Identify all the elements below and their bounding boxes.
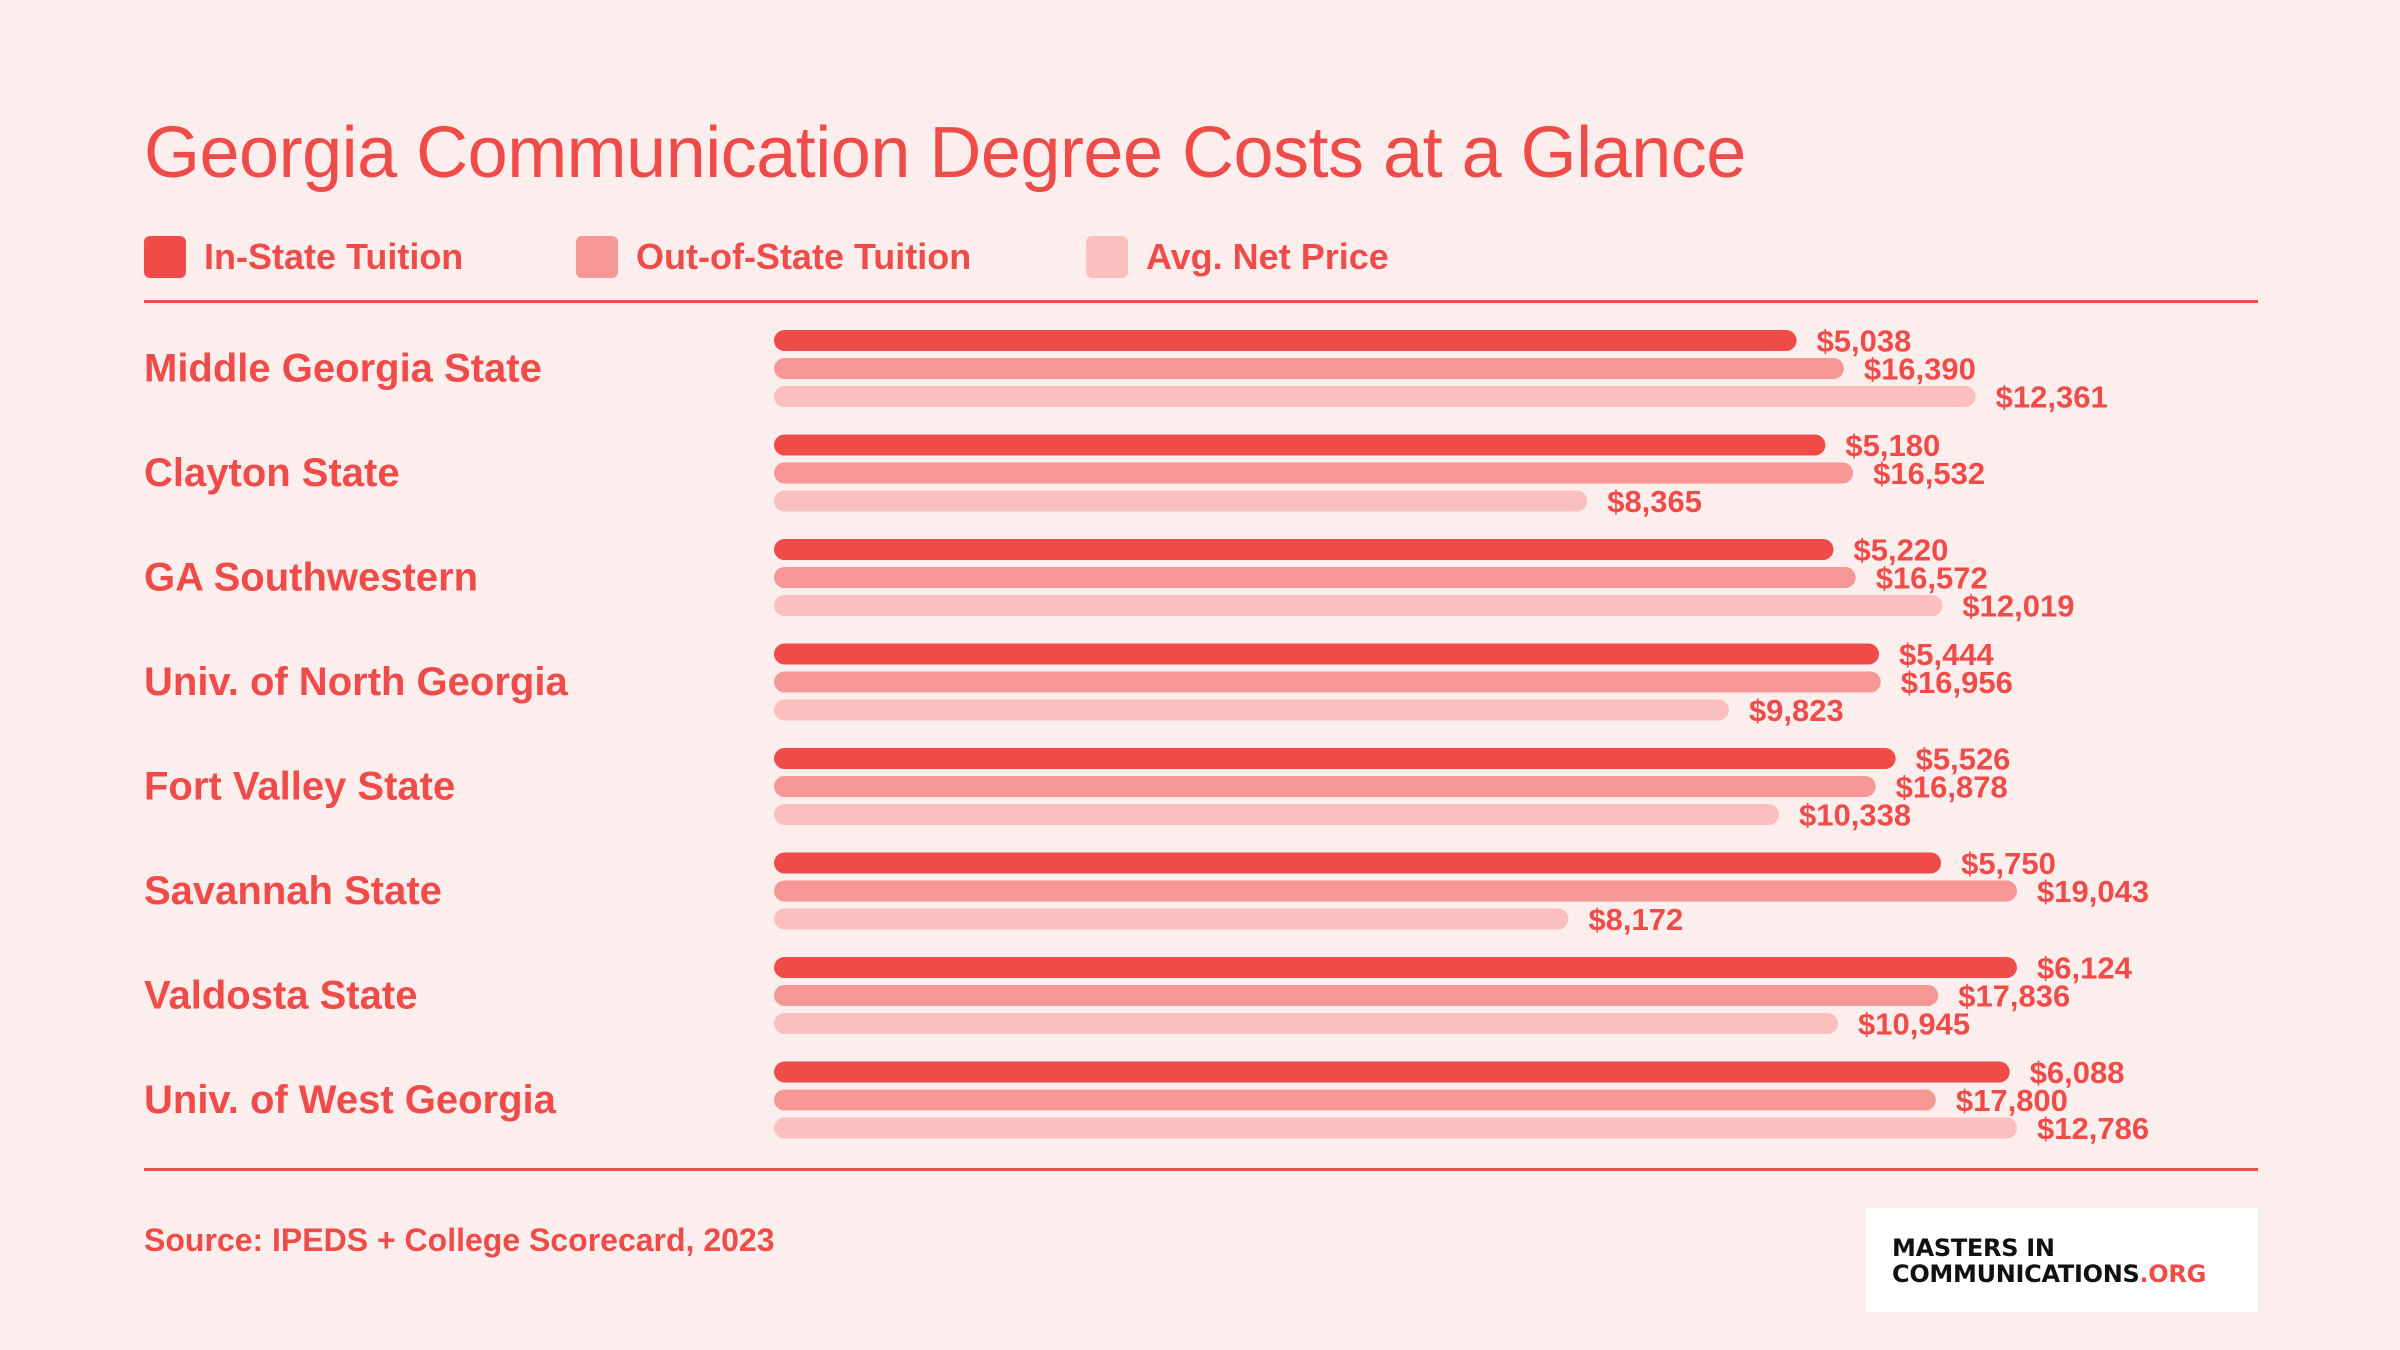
legend-label-out-of-state: Out-of-State Tuition — [636, 236, 972, 277]
data-label-avg-net-price: $8,365 — [1607, 484, 1702, 519]
bar-avg-net-price — [774, 804, 1780, 825]
bar-out-of-state-tuition — [774, 1089, 1936, 1111]
data-label-avg-net-price: $12,786 — [2037, 1111, 2149, 1146]
bar-in-state-tuition — [774, 957, 2017, 978]
bar-group-valdosta-state: Valdosta State $6,124$17,836$10,945 — [144, 951, 2133, 1042]
category-label: GA Southwestern — [144, 556, 478, 600]
category-label: Univ. of West Georgia — [144, 1078, 557, 1122]
category-label: Clayton State — [144, 451, 400, 495]
data-label-out-of-state-tuition: $17,800 — [1956, 1083, 2068, 1118]
bar-out-of-state-tuition — [774, 776, 1876, 797]
legend-label-net-price: Avg. Net Price — [1146, 236, 1389, 277]
bar-in-state-tuition — [774, 852, 1942, 874]
chart-title: Georgia Communication Degree Costs at a … — [144, 113, 1746, 193]
legend-item-net-price: Avg. Net Price — [1086, 236, 1389, 278]
bar-out-of-state-tuition — [774, 462, 1854, 484]
bar-avg-net-price — [774, 595, 1943, 616]
bar-avg-net-price — [774, 386, 1976, 407]
bar-out-of-state-tuition — [774, 880, 2017, 902]
bar-in-state-tuition — [774, 434, 1826, 456]
data-label-out-of-state-tuition: $19,043 — [2037, 874, 2149, 909]
data-label-in-state-tuition: $5,220 — [1854, 533, 1949, 568]
bar-group-middle-georgia-state: Middle Georgia State $5,038$16,390 $12,361 — [144, 324, 2108, 415]
bar-in-state-tuition — [774, 643, 1879, 665]
bar-out-of-state-tuition — [774, 567, 1856, 588]
bottom-divider — [144, 1168, 2258, 1171]
legend: In-State Tuition Out-of-State Tuition Av… — [144, 236, 1444, 286]
logo-line-1: MASTERS IN — [1892, 1234, 2055, 1262]
data-label-in-state-tuition: $5,526 — [1916, 742, 2011, 777]
bar-avg-net-price — [774, 490, 1588, 512]
data-label-avg-net-price: $12,361 — [1996, 380, 2108, 415]
data-label-out-of-state-tuition: $16,572 — [1876, 561, 1988, 596]
legend-swatch-in-state — [144, 236, 186, 278]
top-divider — [144, 300, 2258, 303]
bar-group-univ-of-north-georgia: Univ. of North Georgia $5,444$16,956 $9,82… — [144, 637, 2013, 728]
data-label-in-state-tuition: $5,038 — [1817, 324, 1912, 359]
category-label: Middle Georgia State — [144, 347, 542, 391]
bar-avg-net-price — [774, 1117, 2017, 1139]
bar-group-fort-valley-state: Fort Valley State $5,526$16,878$10,338 — [144, 742, 2010, 833]
bar-group-clayton-state: Clayton State $5,180$16,532 $8,365 — [144, 428, 1985, 519]
category-label: Savannah State — [144, 869, 442, 913]
bar-in-state-tuition — [774, 330, 1797, 351]
data-label-avg-net-price: $12,019 — [1962, 589, 2074, 624]
brand-logo: MASTERS IN COMMUNICATIONS.ORG — [1866, 1208, 2258, 1312]
data-label-in-state-tuition: $5,444 — [1899, 637, 1995, 672]
data-label-in-state-tuition: $5,750 — [1961, 846, 2056, 881]
data-label-avg-net-price: $8,172 — [1588, 902, 1683, 937]
data-label-in-state-tuition: $6,124 — [2037, 951, 2133, 986]
bar-out-of-state-tuition — [774, 358, 1844, 379]
data-label-out-of-state-tuition: $16,390 — [1864, 352, 1976, 387]
category-label: Valdosta State — [144, 974, 417, 1018]
legend-label-in-state: In-State Tuition — [204, 236, 464, 277]
bar-in-state-tuition — [774, 1061, 2010, 1083]
source-note: Source: IPEDS + College Scorecard, 2023 — [144, 1222, 775, 1258]
bar-group-ga-southwestern: GA Southwestern $5,220$16,572$12,019 — [144, 533, 2074, 624]
bar-out-of-state-tuition — [774, 671, 1881, 693]
logo-line-2: COMMUNICATIONS.ORG — [1892, 1260, 2206, 1288]
legend-item-out-of-state: Out-of-State Tuition — [576, 236, 971, 278]
bar-avg-net-price — [774, 699, 1729, 721]
data-label-out-of-state-tuition: $17,836 — [1958, 979, 2070, 1014]
data-label-avg-net-price: $10,338 — [1799, 798, 1911, 833]
data-label-avg-net-price: $9,823 — [1749, 693, 1844, 728]
data-label-out-of-state-tuition: $16,956 — [1901, 665, 2013, 700]
legend-swatch-net-price — [1086, 236, 1128, 278]
data-label-out-of-state-tuition: $16,878 — [1896, 770, 2008, 805]
legend-swatch-out-of-state — [576, 236, 618, 278]
category-label: Fort Valley State — [144, 765, 455, 809]
data-label-out-of-state-tuition: $16,532 — [1873, 456, 1985, 491]
logo-line-2-main: COMMUNICATIONS — [1892, 1260, 2140, 1288]
bar-in-state-tuition — [774, 748, 1896, 769]
logo-suffix: .ORG — [2139, 1260, 2206, 1288]
data-label-in-state-tuition: $5,180 — [1845, 428, 1940, 463]
bar-group-savannah-state: Savannah State $5,750$19,043 $8,172 — [144, 846, 2149, 937]
bar-avg-net-price — [774, 908, 1569, 930]
legend-item-in-state: In-State Tuition — [144, 236, 463, 278]
bar-avg-net-price — [774, 1013, 1839, 1034]
category-label: Univ. of North Georgia — [144, 660, 568, 704]
bar-group-univ-of-west-georgia: Univ. of West Georgia $6,088$17,800$12,78… — [144, 1055, 2149, 1146]
bar-in-state-tuition — [774, 539, 1834, 560]
bar-out-of-state-tuition — [774, 985, 1939, 1006]
data-label-in-state-tuition: $6,088 — [2030, 1055, 2125, 1090]
data-label-avg-net-price: $10,945 — [1858, 1007, 1970, 1042]
